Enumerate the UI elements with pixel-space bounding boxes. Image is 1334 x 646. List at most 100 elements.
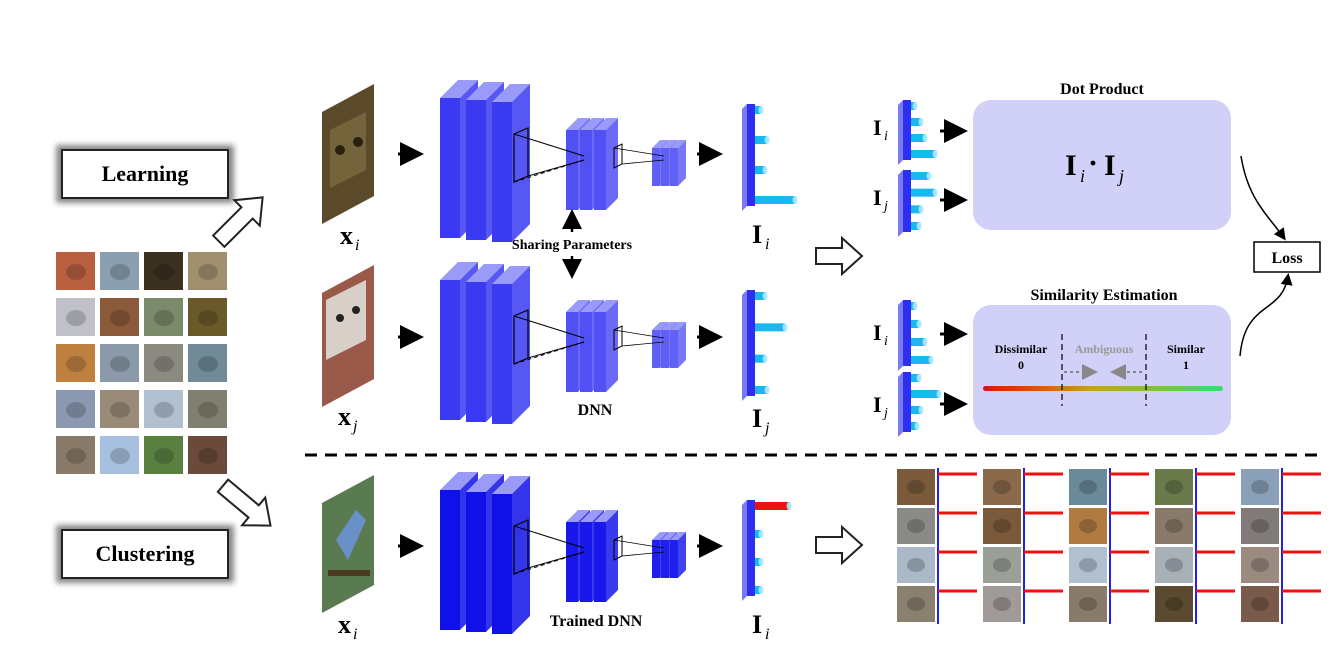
feature-bar-cap: [762, 292, 768, 300]
small-feature-Ii-dot: [898, 100, 938, 165]
label-Ii-sim: I i: [873, 320, 888, 349]
svg-text:x: x: [340, 221, 353, 250]
conv-layer-small-top: [670, 532, 686, 540]
conv-layer-large: [492, 102, 512, 242]
dataset-image-grid: [56, 252, 227, 474]
conv-layer-medium-top: [580, 510, 604, 522]
conv-layer-medium-top: [594, 300, 618, 312]
dataset-thumbnail: [144, 344, 183, 382]
dataset-thumbnail: [100, 344, 139, 382]
feature-bar: [755, 166, 765, 174]
dissimilar-value: 0: [1018, 358, 1024, 372]
dot-product-title: Dot Product: [1060, 81, 1144, 98]
feature-bar: [911, 172, 929, 180]
cluster-thumbnail: [1155, 547, 1193, 583]
feature-bar-cap: [912, 302, 918, 310]
dataset-thumbnail: [100, 298, 139, 336]
feature-bar: [911, 188, 935, 197]
loss-label: Loss: [1271, 250, 1302, 267]
feature-bar-cap: [916, 222, 922, 230]
conv-layer-large: [492, 284, 512, 424]
feature-bar-cap: [922, 338, 928, 346]
conv-layer-large-side: [512, 84, 530, 242]
conv-layer-large-top: [492, 84, 530, 102]
arrow-dot-to-loss: [1240, 155, 1286, 241]
conv-layer-large: [440, 490, 460, 630]
thumbnail-subject: [198, 448, 218, 464]
conv-layer-small-top: [661, 322, 677, 330]
cluster-thumbnail: [1069, 586, 1107, 622]
conv-layer-small-top: [652, 532, 668, 540]
feature-bar-cap: [914, 422, 920, 430]
svg-text:x: x: [338, 610, 351, 639]
thumbnail-subject: [1251, 558, 1269, 572]
conv-layer-small: [670, 330, 678, 368]
conv-layer-small: [661, 148, 669, 186]
conv-layer-medium-side: [606, 510, 618, 602]
thumbnail-subject: [66, 448, 86, 464]
thumbnail-subject: [1079, 558, 1097, 572]
receptive-line: [513, 525, 585, 549]
conv-layer-medium: [580, 312, 592, 392]
conv-layer-medium-top: [566, 118, 590, 130]
feature-bar-cap: [782, 323, 788, 332]
thumbnail-subject: [993, 558, 1011, 572]
conv-layer-small-side: [678, 322, 686, 368]
feature-bar: [911, 356, 931, 364]
svg-text:x: x: [338, 402, 351, 431]
cluster-thumbnail: [1241, 547, 1279, 583]
dot-product-panel: [973, 100, 1231, 230]
cluster-thumbnail: [1155, 469, 1193, 505]
trained-dnn-label: Trained DNN: [550, 613, 643, 630]
svg-text:i: i: [884, 129, 888, 144]
label-xj: x j: [338, 402, 358, 435]
feature-bar-cap: [758, 106, 764, 114]
feature-vector-Ii-clustering: [742, 500, 792, 601]
feature-bar: [755, 530, 761, 538]
dataset-thumbnail: [56, 252, 95, 290]
input-image-xi-top: [322, 84, 374, 224]
feature-bar: [755, 323, 785, 332]
conv-layer-large: [440, 98, 460, 238]
feature-bar-cap: [762, 166, 768, 174]
svg-text:I: I: [752, 610, 762, 639]
conv-layer-small: [670, 540, 678, 578]
dataset-thumbnail: [188, 298, 227, 336]
cluster-thumbnail: [897, 469, 935, 505]
conv-layer-medium-top: [566, 510, 590, 522]
cluster-thumbnail: [983, 547, 1021, 583]
cluster-thumbnail: [983, 469, 1021, 505]
conv-layer-medium: [566, 312, 578, 392]
dnn-network-top: [440, 80, 686, 242]
label-Ij-sim: I j: [873, 392, 888, 421]
feature-spine-side: [742, 500, 747, 601]
conv-layer-large-top: [440, 80, 478, 98]
conv-layer-medium-top: [580, 118, 604, 130]
conv-layer-small-side: [678, 532, 686, 578]
feature-bar-cap: [918, 205, 924, 214]
svg-text:I: I: [752, 220, 762, 249]
feature-bar: [755, 558, 761, 566]
conv-layer-medium: [580, 522, 592, 602]
feature-bar-cap: [792, 196, 798, 204]
similar-value: 1: [1183, 358, 1189, 372]
cluster-thumbnail: [1155, 508, 1193, 544]
feature-bar: [911, 205, 921, 214]
small-feature-Ii-sim: [898, 300, 934, 371]
similarity-estimation-title: Similarity Estimation: [1030, 287, 1177, 304]
cluster-thumbnail: [897, 547, 935, 583]
dnn-network-middle: [440, 262, 686, 424]
receptive-line: [621, 341, 665, 347]
conv-layer-small-top: [661, 140, 677, 148]
feature-bar: [755, 354, 765, 363]
conv-layer-small: [652, 148, 660, 186]
thumbnail-subject: [1165, 597, 1183, 611]
svg-text:I: I: [873, 115, 882, 140]
label-Ij-dot: I j: [873, 185, 888, 214]
conv-layer-medium-side: [606, 118, 618, 210]
cluster-thumbnail: [1241, 469, 1279, 505]
conv-layer-medium-top: [580, 300, 604, 312]
ambiguous-label: Ambiguous: [1075, 342, 1134, 356]
feature-bar-cap: [786, 502, 792, 510]
conv-layer-large: [466, 100, 486, 240]
